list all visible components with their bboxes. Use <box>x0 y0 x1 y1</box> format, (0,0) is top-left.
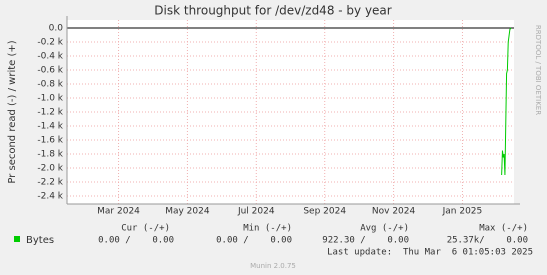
legend-cell: 922.30 / 0.00 <box>322 236 409 246</box>
y-tick-label: -2.4 k <box>37 192 63 202</box>
x-tick-label: Mar 2024 <box>97 207 140 217</box>
x-tick-label: Nov 2024 <box>372 207 416 217</box>
y-axis-label: Pr second read (-) / write (+) <box>7 40 18 183</box>
y-tick-label: 0.0 <box>49 24 64 34</box>
legend-header: Avg (-/+) <box>360 224 409 234</box>
y-tick-label: -1.4 k <box>37 122 63 132</box>
last-update: Last update: Thu Mar 6 01:05:03 2025 <box>327 248 533 258</box>
x-tick-label: Jan 2025 <box>442 207 483 217</box>
x-tick-label: Jul 2024 <box>237 207 275 217</box>
legend-label: Bytes <box>26 235 54 246</box>
footer: Munin 2.0.75 <box>250 262 296 270</box>
x-tick-label: Sep 2024 <box>303 207 346 217</box>
x-tick-label: May 2024 <box>165 207 210 217</box>
y-tick-label: -1.2 k <box>37 108 63 118</box>
y-tick-label: -0.4 k <box>37 52 63 62</box>
y-tick-label: -1.6 k <box>37 136 63 146</box>
legend-header: Min (-/+) <box>243 224 292 234</box>
y-tick-label: -2.2 k <box>37 178 63 188</box>
series-line <box>501 27 512 176</box>
y-tick-label: -2.0 k <box>37 164 63 174</box>
y-tick-label: -0.2 k <box>37 38 63 48</box>
legend-cell: 0.00 / 0.00 <box>98 236 174 246</box>
legend-swatch <box>14 236 20 242</box>
legend-header: Cur (-/+) <box>121 224 170 234</box>
plot-area <box>67 20 514 204</box>
chart-title: Disk throughput for /dev/zd48 - by year <box>154 4 392 18</box>
legend-header: Max (-/+) <box>479 224 528 234</box>
y-tick-label: -1.0 k <box>37 94 63 104</box>
y-tick-label: -0.6 k <box>37 66 63 76</box>
y-tick-label: -0.8 k <box>37 80 63 90</box>
legend-cell: 25.37k/ 0.00 <box>447 236 528 246</box>
legend-cell: 0.00 / 0.00 <box>216 236 292 246</box>
y-tick-label: -1.8 k <box>37 150 63 160</box>
side-label: RRDTOOL / TOBI OETIKER <box>534 25 542 115</box>
